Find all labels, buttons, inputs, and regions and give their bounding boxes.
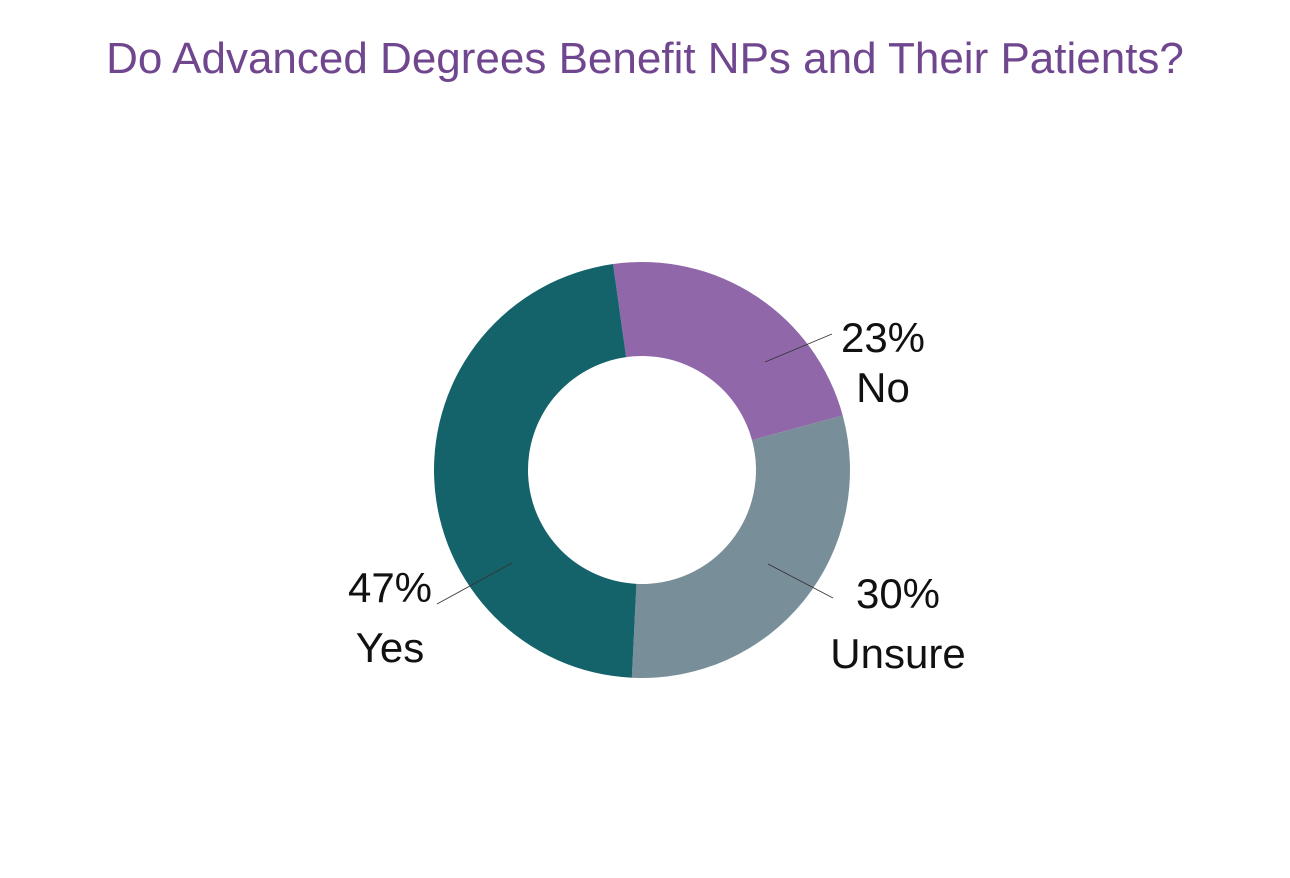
percent-label-yes: 47% xyxy=(348,564,432,611)
leader-line-unsure xyxy=(767,563,834,599)
category-label-no: No xyxy=(856,364,910,411)
slice-unsure xyxy=(631,415,851,678)
slice-no xyxy=(613,262,843,441)
donut-slices xyxy=(434,262,851,678)
slice-labels: 23%No 30% Unsure 47% Yes xyxy=(348,314,966,677)
percent-label-no: 23% xyxy=(841,314,925,361)
category-label-unsure: Unsure xyxy=(830,630,965,677)
slice-yes xyxy=(434,264,637,678)
chart-title: Do Advanced Degrees Benefit NPs and Thei… xyxy=(106,34,1184,83)
leader-line-yes xyxy=(436,562,513,605)
leader-line-no xyxy=(764,333,833,363)
category-label-yes: Yes xyxy=(356,624,425,671)
leader-lines xyxy=(436,333,834,605)
percent-label-unsure: 30% xyxy=(856,570,940,617)
